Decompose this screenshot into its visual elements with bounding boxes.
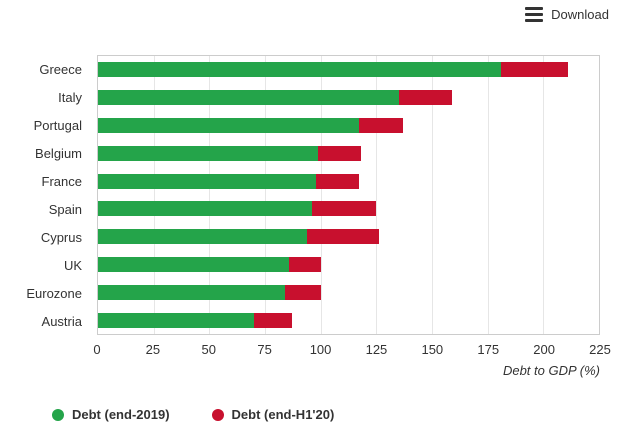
- gridline: [320, 56, 322, 334]
- category-label-spain: Spain: [48, 201, 82, 217]
- bar-debt-2019-austria[interactable]: [98, 312, 254, 328]
- category-label-cyprus: Cyprus: [40, 229, 82, 245]
- category-label-austria: Austria: [41, 313, 82, 329]
- x-tick-label-50: 50: [201, 342, 216, 357]
- bar-debt-h120-austria[interactable]: [253, 312, 292, 328]
- bar-debt-2019-greece[interactable]: [98, 62, 502, 78]
- legend-label: Debt (end-2019): [72, 407, 170, 422]
- x-tick-label-150: 150: [421, 342, 444, 357]
- bar-debt-2019-spain[interactable]: [98, 201, 312, 217]
- bar-debt-2019-eurozone[interactable]: [98, 284, 286, 300]
- legend-dot-green: [52, 408, 64, 421]
- download-button[interactable]: Download: [525, 7, 609, 22]
- bar-debt-2019-belgium[interactable]: [98, 145, 319, 161]
- bar-row-greece: [98, 56, 599, 84]
- category-label-uk: UK: [63, 257, 82, 273]
- x-tick-label-200: 200: [533, 342, 555, 357]
- download-label: Download: [551, 7, 609, 22]
- bar-row-eurozone: [98, 278, 599, 306]
- legend: Debt (end-2019) Debt (end-H1'20): [52, 407, 334, 422]
- bar-row-portugal: [98, 112, 599, 140]
- bar-row-cyprus: [98, 223, 599, 251]
- bar-debt-h120-france[interactable]: [316, 173, 359, 189]
- category-label-belgium: Belgium: [35, 145, 82, 161]
- category-label-eurozone: Eurozone: [26, 285, 82, 301]
- legend-item-debt-end-h120[interactable]: Debt (end-H1'20): [211, 407, 335, 422]
- x-tick-label-75: 75: [257, 342, 272, 357]
- x-axis-labels: 0 25 50 75 100 125 150 175 200 225: [93, 342, 610, 358]
- x-axis-title: Debt to GDP (%): [502, 363, 600, 378]
- bar-row-france: [98, 167, 599, 195]
- x-tick-label-225: 225: [589, 342, 611, 357]
- legend-item-debt-end-2019[interactable]: Debt (end-2019): [52, 407, 170, 422]
- x-tick-label-175: 175: [477, 342, 500, 357]
- legend-dot-red: [211, 408, 224, 421]
- gridline: [376, 56, 378, 334]
- gridline: [487, 56, 489, 334]
- x-tick-label-25: 25: [145, 342, 161, 357]
- gridline: [153, 56, 155, 334]
- bar-debt-h120-uk[interactable]: [289, 256, 321, 272]
- bar-debt-h120-portugal[interactable]: [358, 117, 404, 133]
- category-label-portugal: Portugal: [33, 117, 82, 133]
- plot-area: [97, 55, 600, 335]
- bar-debt-h120-cyprus[interactable]: [307, 229, 379, 245]
- category-label-italy: Italy: [58, 89, 82, 105]
- bar-debt-2019-portugal[interactable]: [98, 117, 359, 133]
- menu-icon: [525, 7, 544, 22]
- category-label-france: France: [41, 173, 82, 189]
- bar-debt-2019-italy[interactable]: [98, 90, 399, 106]
- bar-debt-2019-france[interactable]: [98, 173, 317, 189]
- bar-debt-h120-belgium[interactable]: [318, 145, 361, 161]
- bar-debt-2019-uk[interactable]: [98, 256, 290, 272]
- bar-row-austria: [98, 306, 599, 334]
- x-tick-label-0: 0: [93, 342, 101, 357]
- y-axis-labels: Greece Italy Portugal Belgium France Spain Cyp…: [0, 55, 90, 335]
- bar-debt-h120-italy[interactable]: [398, 90, 453, 106]
- bar-row-uk: [98, 251, 599, 279]
- x-tick-label-100: 100: [309, 342, 332, 357]
- category-label-greece: Greece: [39, 61, 82, 77]
- gridline: [265, 56, 266, 334]
- bar-row-spain: [98, 195, 599, 223]
- gridline: [209, 56, 211, 334]
- legend-label: Debt (end-H1'20): [231, 407, 335, 422]
- bar-debt-h120-greece[interactable]: [501, 62, 568, 78]
- bar-debt-2019-cyprus[interactable]: [98, 229, 308, 245]
- x-tick-label-125: 125: [365, 342, 388, 357]
- bar-row-belgium: [98, 139, 599, 167]
- bar-debt-h120-spain[interactable]: [311, 201, 377, 217]
- gridline: [543, 56, 545, 334]
- bar-row-italy: [98, 84, 599, 112]
- gridline: [432, 56, 433, 334]
- bar-debt-h120-eurozone[interactable]: [285, 284, 321, 300]
